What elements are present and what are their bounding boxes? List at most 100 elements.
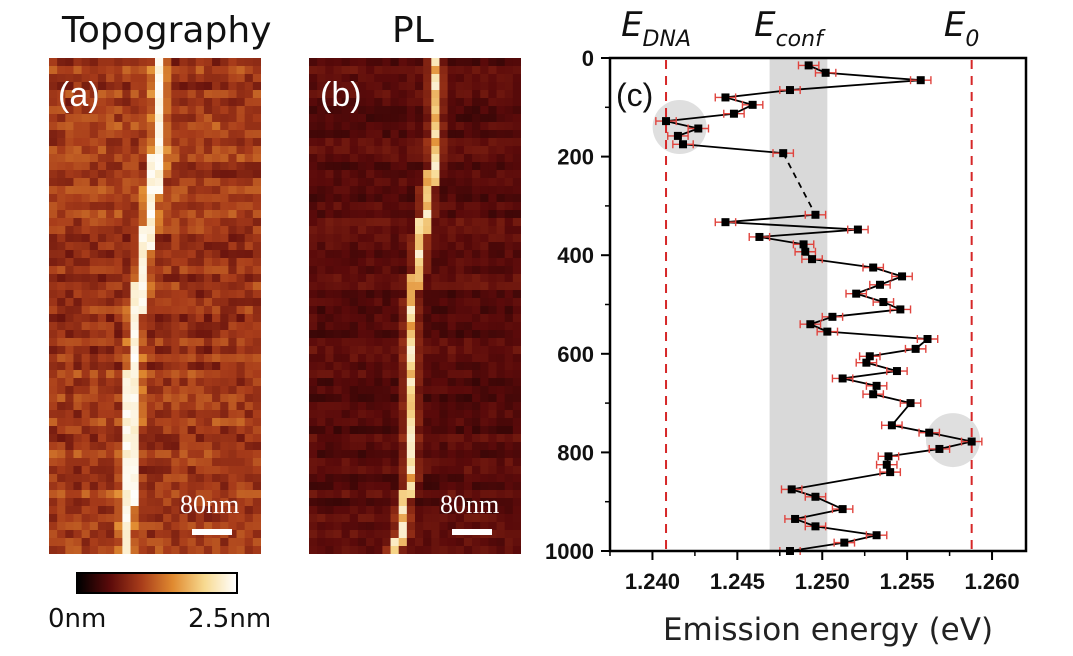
data-point xyxy=(865,381,888,390)
data-point xyxy=(797,61,820,70)
energy-label: E0 xyxy=(944,5,979,52)
data-point xyxy=(799,320,822,329)
data-point xyxy=(865,531,888,540)
topography-scale-label: 80nm xyxy=(180,490,240,519)
data-point xyxy=(779,86,801,95)
topography-title: Topography xyxy=(62,10,272,51)
x-axis-label: Emission energy (eV) xyxy=(663,612,993,648)
highlight-circle xyxy=(925,413,980,468)
colorbar-max-label: 2.5nm xyxy=(188,604,272,634)
series-segment xyxy=(759,228,858,238)
series-segment xyxy=(682,143,784,155)
data-point xyxy=(875,460,898,469)
series-segment xyxy=(842,370,898,380)
series-segment xyxy=(869,347,916,358)
data-point xyxy=(821,312,844,321)
pl-map xyxy=(309,58,521,554)
data-point xyxy=(918,428,941,437)
energy-label: Econf xyxy=(754,5,826,52)
data-point xyxy=(880,421,903,430)
x-tick-label: 1.255 xyxy=(880,569,935,594)
series-segment xyxy=(815,495,843,510)
data-point xyxy=(899,399,922,408)
series-segment xyxy=(939,440,972,450)
data-point xyxy=(872,298,895,307)
pl-scale-label: 80nm xyxy=(440,490,500,519)
data-point xyxy=(687,124,710,133)
y-tick-label: 800 xyxy=(557,440,594,465)
series-segment xyxy=(665,120,699,130)
panel-letter-b: (b) xyxy=(320,76,362,114)
topography-scale-bar xyxy=(192,529,232,535)
data-point xyxy=(714,218,737,227)
data-point xyxy=(780,485,803,494)
panel-letter-a: (a) xyxy=(58,76,100,114)
data-point xyxy=(804,492,827,501)
data-point xyxy=(916,335,939,344)
data-point xyxy=(814,68,837,77)
y-tick-label: 0 xyxy=(582,46,594,71)
series-segment xyxy=(872,266,903,278)
y-tick-label: 1000 xyxy=(545,539,594,564)
conf-band xyxy=(769,58,828,551)
data-point xyxy=(831,374,854,383)
series-segment xyxy=(665,112,735,122)
series-segment xyxy=(789,541,845,552)
series-segment xyxy=(827,330,928,340)
series-segment xyxy=(789,79,921,91)
data-point xyxy=(655,117,677,126)
series-segment xyxy=(832,308,901,318)
series-segment xyxy=(929,431,972,443)
topography-image xyxy=(49,58,261,554)
series-segment xyxy=(782,152,817,216)
data-point xyxy=(804,522,827,531)
data-point xyxy=(833,538,856,547)
series-segment xyxy=(725,213,816,224)
data-point xyxy=(723,109,745,118)
series-segment xyxy=(791,471,891,491)
series-segment xyxy=(725,221,858,231)
y-tick-label: 600 xyxy=(557,342,594,367)
data-point xyxy=(891,272,913,281)
series-segment xyxy=(825,71,921,82)
x-tick-label: 1.250 xyxy=(795,569,850,594)
y-tick-label: 400 xyxy=(557,243,594,268)
data-point xyxy=(847,225,869,234)
data-point xyxy=(714,93,737,102)
data-point xyxy=(816,327,839,336)
data-point xyxy=(858,352,881,361)
series-segment xyxy=(872,393,911,404)
data-point xyxy=(794,247,817,256)
data-point xyxy=(801,255,823,264)
data-point xyxy=(855,358,878,367)
data-point xyxy=(748,232,771,241)
data-point xyxy=(772,149,795,158)
y-tick-label: 200 xyxy=(557,145,594,170)
series-segment xyxy=(759,236,804,246)
series-segment xyxy=(725,96,753,106)
data-point xyxy=(869,280,891,289)
data-point xyxy=(909,76,932,85)
series-segment xyxy=(891,424,930,434)
colorbar-min-label: 0nm xyxy=(48,604,107,634)
panel-letter-c: (c) xyxy=(616,77,653,113)
data-point xyxy=(862,263,885,272)
data-point xyxy=(667,131,689,140)
series-segment xyxy=(888,448,940,458)
height-colorbar xyxy=(76,572,238,594)
data-point xyxy=(862,390,885,399)
energy-label: EDNA xyxy=(621,5,691,52)
series-segment xyxy=(794,508,843,520)
data-point xyxy=(784,514,806,523)
x-tick-label: 1.245 xyxy=(710,569,765,594)
x-tick-label: 1.260 xyxy=(965,569,1020,594)
data-point xyxy=(672,140,694,149)
data-point xyxy=(886,367,908,376)
series-segment xyxy=(844,534,877,544)
series-segment xyxy=(866,361,898,372)
pl-image xyxy=(309,58,521,554)
data-point xyxy=(845,289,868,298)
data-point xyxy=(889,305,912,314)
topography-map xyxy=(49,58,261,554)
